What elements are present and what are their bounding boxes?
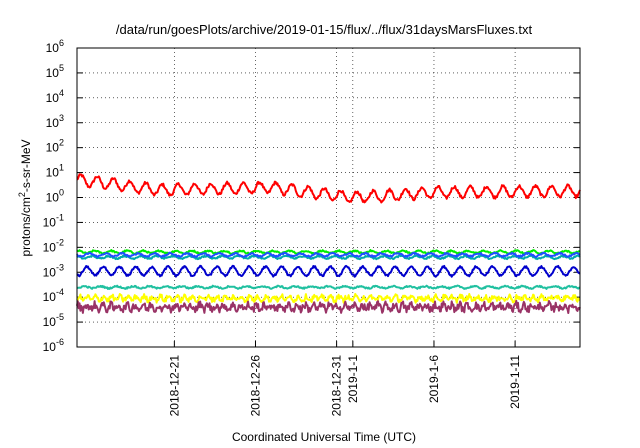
- series-line-6: [76, 284, 581, 290]
- y-tick-exp: -5: [56, 312, 64, 322]
- y-tick-base: 10: [46, 141, 60, 155]
- y-tick-label: 100: [46, 188, 64, 205]
- y-tick-base: 10: [46, 191, 60, 205]
- y-tick-label: 105: [46, 63, 64, 80]
- series-line-5: [76, 264, 581, 278]
- y-tick-exp: -3: [56, 262, 64, 272]
- x-tick-label: 2019-1-1: [346, 355, 360, 403]
- chart-title: /data/run/goesPlots/archive/2019-01-15/f…: [116, 22, 533, 37]
- y-tick-label: 10-2: [43, 237, 64, 254]
- y-tick-exp: -1: [56, 212, 64, 222]
- y-tick-label: 10-1: [43, 212, 64, 229]
- y-tick-exp: 0: [59, 188, 64, 198]
- y-tick-base: 10: [43, 265, 57, 279]
- y-tick-label: 103: [46, 113, 64, 130]
- y-tick-base: 10: [46, 66, 60, 80]
- y-tick-base: 10: [43, 290, 57, 304]
- y-axis-label-base: protons/cm: [19, 197, 33, 256]
- x-tick-label: 2019-1-6: [427, 355, 441, 403]
- y-tick-base: 10: [43, 240, 57, 254]
- y-tick-exp: 2: [59, 138, 64, 148]
- series-line-1: [76, 173, 581, 204]
- x-tick-label: 2018-12-26: [248, 355, 262, 417]
- y-tick-exp: 3: [59, 113, 64, 123]
- series-line-8: [76, 299, 581, 314]
- y-tick-exp: 6: [59, 38, 64, 48]
- y-tick-label: 10-5: [43, 312, 64, 329]
- x-tick-label: 2018-12-21: [167, 355, 181, 417]
- plot-frame: [76, 47, 581, 348]
- y-tick-base: 10: [46, 91, 60, 105]
- y-axis-label-sup: 2: [17, 192, 27, 197]
- series-line-4: [76, 251, 581, 258]
- y-axis-label: protons/cm2-s-sr-MeV: [17, 139, 33, 256]
- y-tick-label: 10-6: [43, 337, 64, 354]
- y-tick-exp: -4: [56, 287, 64, 297]
- series-group: [76, 173, 581, 314]
- y-tick-label: 10-3: [43, 262, 64, 279]
- y-tick-exp: 5: [59, 63, 64, 73]
- y-tick-base: 10: [46, 166, 60, 180]
- y-tick-label: 10-4: [43, 287, 64, 304]
- x-axis-label: Coordinated Universal Time (UTC): [232, 430, 416, 444]
- y-tick-base: 10: [46, 41, 60, 55]
- y-tick-exp: -6: [56, 337, 64, 347]
- y-tick-exp: 1: [59, 163, 64, 173]
- y-tick-label: 106: [46, 38, 64, 55]
- y-tick-base: 10: [43, 315, 57, 329]
- y-tick-exp: 4: [59, 88, 64, 98]
- y-tick-label: 101: [46, 163, 64, 180]
- x-tick-label: 2018-12-31: [330, 355, 344, 417]
- y-tick-base: 10: [43, 215, 57, 229]
- y-tick-label: 102: [46, 138, 64, 155]
- x-tick-labels: 2018-12-21 2018-12-26 2018-12-31 2019-1-1 20…: [167, 355, 522, 417]
- y-tick-base: 10: [43, 340, 57, 354]
- series-line-7: [76, 292, 581, 304]
- y-axis-label-rest: -s-sr-MeV: [19, 139, 33, 192]
- y-tick-labels: 10-610-510-410-310-210-11001011021031041…: [43, 38, 64, 354]
- y-tick-label: 104: [46, 88, 64, 105]
- y-tick-base: 10: [46, 116, 60, 130]
- y-tick-exp: -2: [56, 237, 64, 247]
- x-tick-label: 2019-1-11: [508, 355, 522, 409]
